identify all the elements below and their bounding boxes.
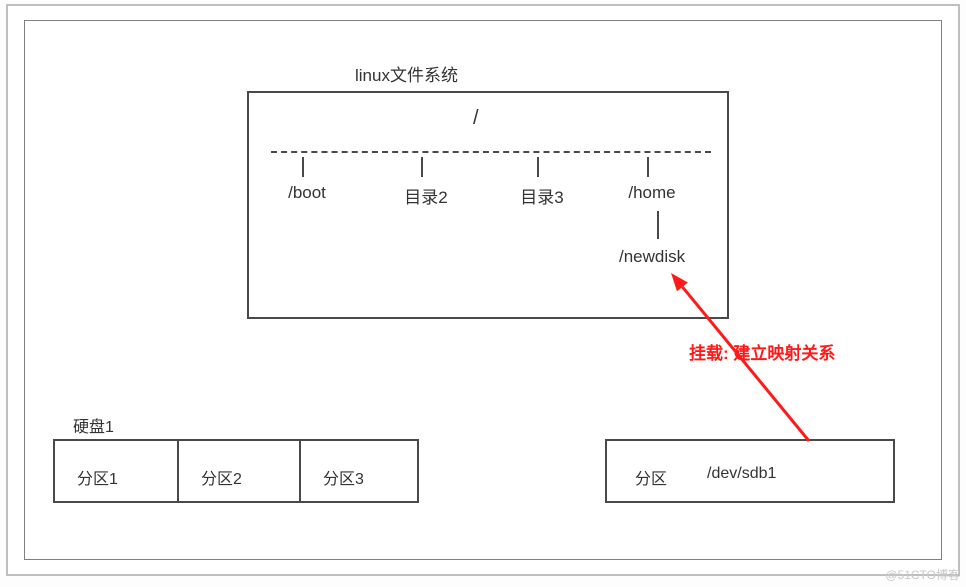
tree-stub-dir3 [537, 157, 539, 177]
disk1-divider-2 [299, 441, 301, 501]
disk2-device-path: /dev/sdb1 [707, 465, 776, 483]
disk2-box: 分区 /dev/sdb1 [605, 439, 895, 503]
dir-2: 目录2 [391, 183, 461, 208]
disk1-partition-2: 分区2 [201, 465, 242, 489]
dir-newdisk: /newdisk [619, 247, 685, 267]
disk1-label: 硬盘1 [73, 413, 114, 437]
tree-stub-newdisk [657, 211, 659, 239]
disk1-partition-3: 分区3 [323, 465, 364, 489]
tree-horizontal-line [271, 151, 711, 153]
tree-stub-dir2 [421, 157, 423, 177]
disk2-partition-label: 分区 [635, 465, 667, 489]
inner-frame: linux文件系统 / /boot 目录2 目录3 /home /newdisk… [24, 20, 942, 560]
filesystem-box: / /boot 目录2 目录3 /home /newdisk [247, 91, 729, 319]
disk1-box: 分区1 分区2 分区3 [53, 439, 419, 503]
mount-annotation: 挂载: 建立映射关系 [689, 339, 835, 364]
watermark: @51CTO博客 [885, 566, 960, 583]
disk1-partition-1: 分区1 [77, 465, 118, 489]
outer-frame: linux文件系统 / /boot 目录2 目录3 /home /newdisk… [6, 4, 960, 576]
tree-stub-home [647, 157, 649, 177]
disk1-divider-1 [177, 441, 179, 501]
filesystem-title: linux文件系统 [355, 61, 458, 86]
tree-stub-boot [302, 157, 304, 177]
dir-3: 目录3 [507, 183, 577, 208]
dir-boot: /boot [272, 183, 342, 203]
dir-home: /home [617, 183, 687, 203]
root-dir: / [473, 107, 479, 130]
